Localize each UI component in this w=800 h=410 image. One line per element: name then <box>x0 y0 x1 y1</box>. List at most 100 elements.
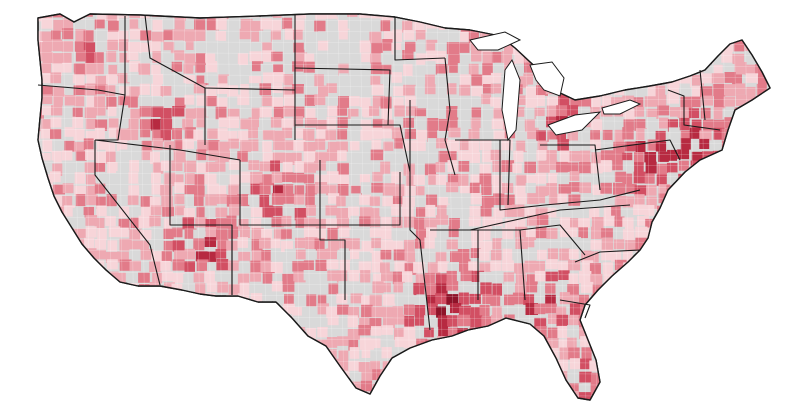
county-cell <box>589 14 601 22</box>
county-cell <box>447 382 460 395</box>
county-cell <box>547 96 559 107</box>
county-cell <box>370 18 382 30</box>
county-cell <box>105 251 118 263</box>
county-cell <box>240 161 252 174</box>
county-cell <box>688 370 700 381</box>
county-cell <box>336 83 349 96</box>
county-cell <box>580 204 591 217</box>
county-cell <box>646 28 658 40</box>
county-cell <box>371 306 384 318</box>
county-cell <box>86 185 97 198</box>
county-cell <box>326 149 340 162</box>
county-cell <box>625 74 636 85</box>
county-cell <box>512 347 523 358</box>
county-cell <box>40 31 52 44</box>
county-cell <box>314 138 326 150</box>
county-cell <box>699 171 711 181</box>
county-cell <box>216 97 228 109</box>
county-cell <box>721 17 733 30</box>
county-cell <box>54 336 66 347</box>
county-cell <box>600 140 612 151</box>
county-cell <box>63 228 74 240</box>
county-cell <box>735 28 746 39</box>
county-cell <box>746 392 757 400</box>
county-cell <box>591 152 604 165</box>
county-cell <box>338 73 349 86</box>
county-cell <box>701 95 713 106</box>
county-cell <box>666 53 676 64</box>
county-cell <box>171 216 181 229</box>
county-cell <box>371 182 383 193</box>
county-cell <box>259 182 271 195</box>
county-cell <box>446 239 458 250</box>
county-cell <box>701 370 712 383</box>
county-cell <box>238 361 249 371</box>
county-cell <box>262 174 275 186</box>
county-cell <box>699 161 710 173</box>
county-cell <box>559 248 570 261</box>
county-cell <box>424 163 436 176</box>
county-cell <box>602 119 615 130</box>
county-cell <box>580 128 593 139</box>
county-cell <box>42 195 54 208</box>
county-cell <box>162 394 174 400</box>
county-cell <box>723 251 734 262</box>
county-cell <box>117 304 127 316</box>
county-cell <box>481 94 492 105</box>
county-cell <box>349 347 360 359</box>
county-cell <box>193 83 206 94</box>
county-cell <box>272 273 285 284</box>
county-cell <box>152 73 163 85</box>
county-cell <box>601 404 611 410</box>
county-cell <box>173 117 185 129</box>
county-cell <box>733 282 745 293</box>
county-cell <box>569 83 580 93</box>
county-cell <box>735 152 747 163</box>
county-cell <box>317 208 330 219</box>
county-cell <box>756 240 768 251</box>
county-cell <box>95 119 108 131</box>
county-cell <box>72 250 84 263</box>
county-cell <box>591 163 603 174</box>
county-cell <box>217 239 229 251</box>
county-cell <box>260 383 271 394</box>
county-cell <box>570 62 580 73</box>
county-cell <box>383 141 394 154</box>
county-cell <box>435 215 449 225</box>
county-cell <box>468 18 481 29</box>
county-cell <box>183 380 196 391</box>
county-cell <box>579 327 590 340</box>
county-cell <box>490 72 503 83</box>
county-cell <box>614 171 627 182</box>
county-cell <box>95 339 108 352</box>
county-cell <box>380 20 391 32</box>
county-cell <box>182 347 194 358</box>
county-cell <box>545 283 556 294</box>
county-cell <box>161 337 174 350</box>
county-cell <box>295 128 306 139</box>
county-cell <box>547 14 560 22</box>
county-cell <box>371 238 381 249</box>
county-cell <box>116 272 126 284</box>
county-cell <box>625 14 637 17</box>
county-cell <box>62 195 73 208</box>
county-cell <box>239 65 250 77</box>
county-cell <box>624 282 635 294</box>
county-cell <box>504 405 516 410</box>
county-cell <box>636 18 646 31</box>
county-cell <box>645 336 656 349</box>
county-cell <box>743 174 753 185</box>
county-cell <box>325 218 337 229</box>
county-cell <box>403 117 414 128</box>
county-cell <box>471 307 481 319</box>
county-cell <box>479 173 492 185</box>
county-cell <box>359 194 371 205</box>
county-cell <box>283 39 294 52</box>
county-cell <box>666 162 678 173</box>
county-cell <box>559 228 570 239</box>
county-cell <box>700 107 711 119</box>
county-cell <box>524 107 536 119</box>
county-cell <box>140 196 153 208</box>
county-cell <box>194 19 206 32</box>
county-cell <box>51 405 62 410</box>
